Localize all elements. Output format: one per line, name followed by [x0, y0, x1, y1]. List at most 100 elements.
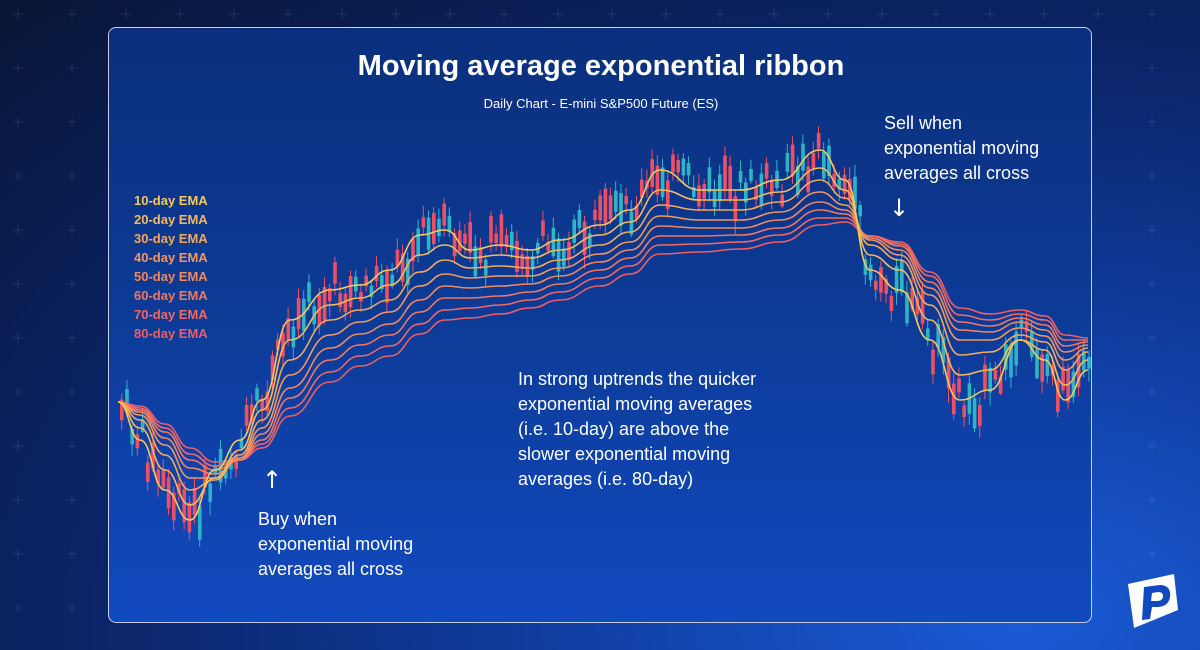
candle-body [265, 391, 270, 412]
plus-mark [13, 603, 23, 613]
candle-body [437, 218, 441, 237]
candle-body [926, 328, 930, 341]
candle-body [348, 275, 353, 308]
legend-item-80: 80-day EMA [134, 326, 208, 341]
candle-body [780, 194, 784, 207]
plus-mark [67, 63, 77, 73]
candle-body [416, 228, 420, 256]
plus-mark [67, 441, 77, 451]
buy-annotation-line-2: exponential moving [258, 534, 414, 554]
plus-mark [229, 9, 239, 19]
candle-body [203, 465, 207, 488]
candle-body [525, 255, 530, 276]
plus-mark [13, 387, 23, 397]
candle-body [400, 253, 405, 282]
candle-body [603, 188, 608, 223]
buy-annotation: Buy when exponential moving averages all… [258, 507, 413, 582]
plus-mark [1147, 9, 1157, 19]
candle-body [296, 298, 301, 330]
plus-mark [607, 9, 617, 19]
candle-body [681, 158, 686, 176]
candle-body [270, 355, 275, 380]
candle-body [936, 324, 940, 348]
candlestick-series [120, 126, 1091, 547]
candle-body [946, 357, 951, 389]
candle-body [723, 155, 727, 189]
candle-body [1087, 356, 1091, 369]
plus-mark [715, 9, 725, 19]
legend-item-10: 10-day EMA [134, 193, 208, 208]
candle-body [556, 238, 561, 272]
candle-body [707, 167, 712, 193]
plus-mark [13, 495, 23, 505]
candle-body [650, 159, 654, 188]
plus-mark [13, 171, 23, 181]
candle-body [712, 189, 717, 207]
candle-body [1061, 366, 1065, 391]
candle-body [848, 178, 852, 200]
candle-body [530, 256, 535, 270]
candle-body [374, 265, 379, 282]
candle-body [749, 168, 753, 182]
candle-body [192, 488, 197, 516]
candle-body [125, 388, 129, 411]
candle-body [421, 217, 426, 228]
candle-body [915, 297, 920, 315]
plus-mark [1147, 225, 1157, 235]
candle-body [411, 238, 415, 262]
candle-body [910, 287, 914, 310]
sell-annotation-line-1: Sell when [884, 113, 963, 133]
uptrend-annotation-line-2: exponential moving averages [518, 394, 753, 414]
plus-mark [13, 549, 23, 559]
pepperstone-p-logo-icon [1128, 574, 1178, 628]
candle-body [816, 132, 821, 149]
plus-mark [1147, 333, 1157, 343]
plus-mark [13, 63, 23, 73]
plus-mark [13, 279, 23, 289]
candle-body [504, 235, 509, 247]
ema-line-40 [117, 191, 1089, 479]
plus-mark [67, 279, 77, 289]
candle-body [380, 275, 384, 290]
candle-body [458, 230, 462, 252]
candle-body [130, 428, 134, 445]
candle-body [452, 233, 457, 257]
candle-body [879, 267, 883, 293]
candle-body [520, 254, 524, 269]
candle-body [666, 180, 670, 209]
candle-body [692, 187, 696, 198]
ema-line-10 [117, 149, 1089, 521]
plus-mark [175, 9, 185, 19]
plus-mark [823, 9, 833, 19]
candle-body [884, 279, 888, 294]
candle-body [874, 280, 878, 290]
plus-mark [67, 333, 77, 343]
candle-body [1014, 331, 1018, 366]
plus-mark [13, 9, 23, 19]
candle-body [640, 179, 644, 198]
candle-body [593, 209, 597, 221]
plus-mark [391, 9, 401, 19]
candle-body [234, 454, 238, 469]
buy-annotation-line-3: averages all cross [258, 559, 404, 579]
candle-body [510, 231, 514, 251]
plus-mark [1147, 495, 1157, 505]
candle-body [900, 260, 904, 293]
candle-body [920, 290, 925, 324]
candle-body [905, 292, 909, 324]
candle-body [1019, 319, 1024, 329]
candle-body [1024, 321, 1029, 332]
candle-body [499, 214, 504, 247]
plus-mark [985, 9, 995, 19]
sell-annotation-line-2: exponential moving [884, 138, 1040, 158]
candle-body [655, 165, 660, 195]
candle-body [629, 211, 634, 235]
candle-body [151, 442, 155, 469]
candle-body [333, 262, 337, 284]
candle-body [406, 258, 410, 286]
candle-body [1035, 349, 1039, 379]
candle-body [255, 388, 259, 401]
candle-body [172, 492, 176, 521]
candle-body [608, 195, 613, 220]
candle-body [364, 275, 368, 287]
